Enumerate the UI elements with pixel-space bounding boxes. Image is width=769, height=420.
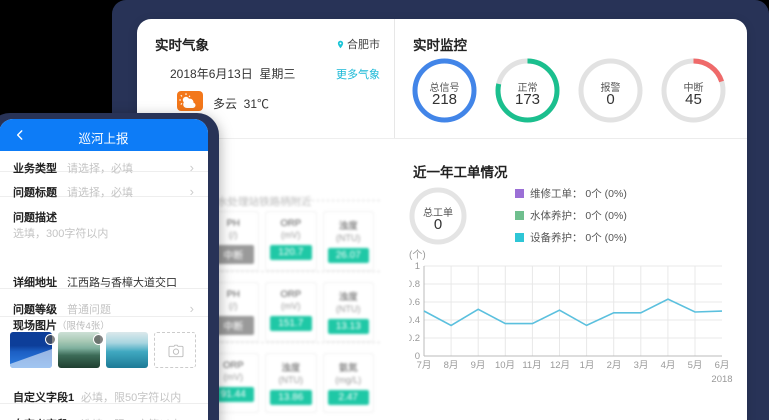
svg-text:1: 1 (415, 261, 420, 272)
svg-text:(个): (个) (409, 249, 426, 261)
svg-text:0.2: 0.2 (409, 333, 420, 344)
svg-text:2018: 2018 (711, 374, 732, 385)
svg-text:0.6: 0.6 (409, 297, 420, 308)
svg-text:11月: 11月 (522, 360, 541, 371)
svg-text:0.8: 0.8 (409, 279, 420, 290)
svg-text:0.4: 0.4 (409, 315, 420, 326)
svg-text:3月: 3月 (634, 360, 649, 371)
svg-text:9月: 9月 (471, 360, 486, 371)
svg-text:4月: 4月 (661, 360, 676, 371)
svg-text:7月: 7月 (417, 360, 432, 371)
svg-text:8月: 8月 (444, 360, 459, 371)
svg-text:2月: 2月 (607, 360, 622, 371)
svg-text:6月: 6月 (715, 360, 730, 371)
svg-text:1月: 1月 (580, 360, 595, 371)
svg-text:12月: 12月 (550, 360, 570, 371)
svg-text:10月: 10月 (495, 360, 515, 371)
svg-text:5月: 5月 (688, 360, 703, 371)
